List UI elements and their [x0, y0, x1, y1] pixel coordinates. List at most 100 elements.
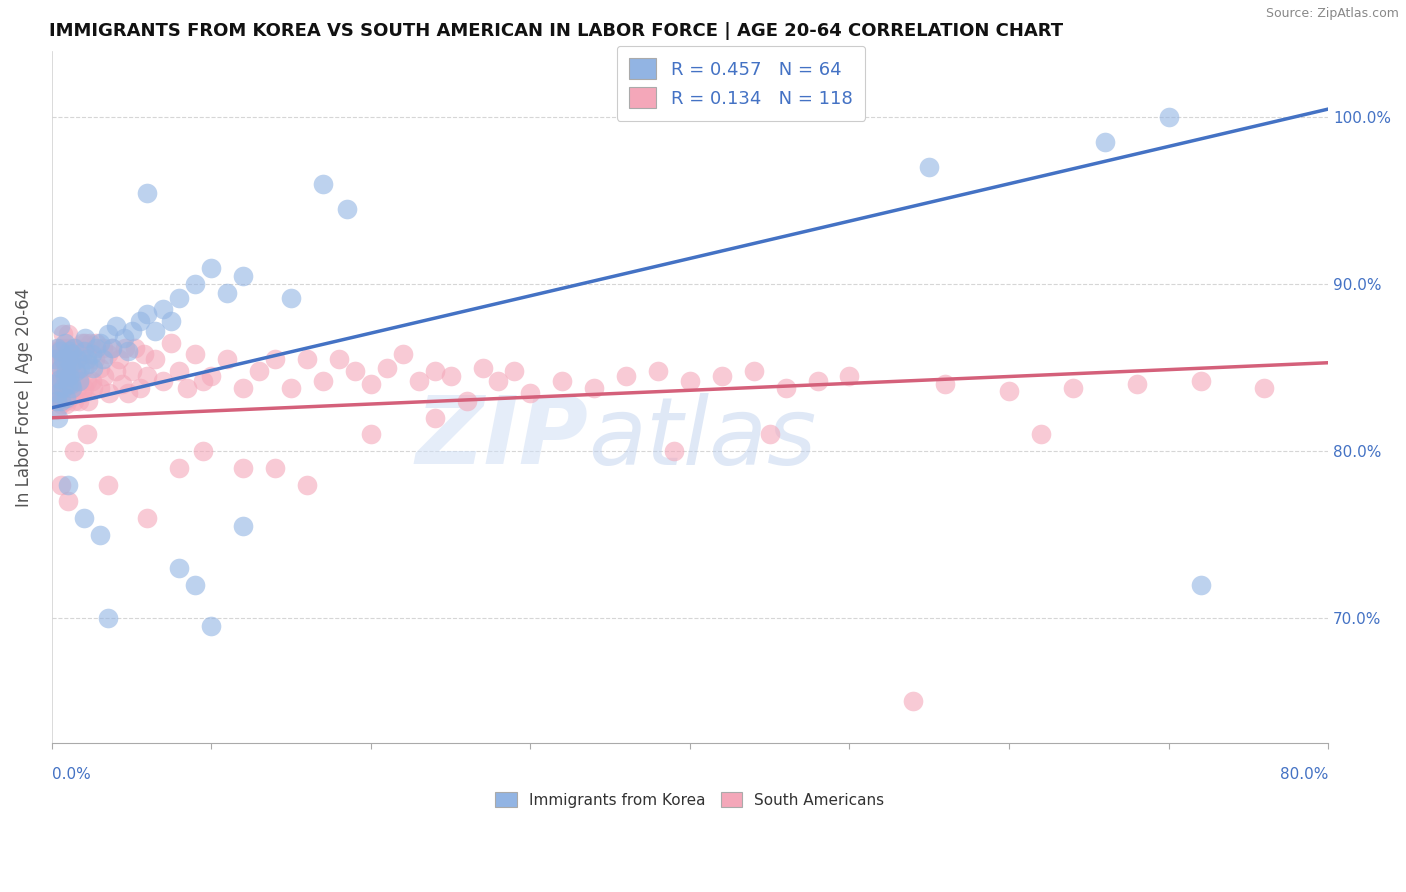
- Point: [176, 381, 198, 395]
- Point: [70, 335, 93, 350]
- Point: [80, 374, 103, 388]
- Text: atlas: atlas: [588, 393, 815, 484]
- Point: [56, 352, 79, 367]
- Point: [86, 341, 108, 355]
- Point: [160, 314, 183, 328]
- Point: [65, 364, 87, 378]
- Point: [86, 335, 108, 350]
- Point: [44, 352, 66, 367]
- Point: [83, 352, 105, 367]
- Point: [128, 314, 150, 328]
- Point: [232, 381, 254, 395]
- Point: [75, 331, 97, 345]
- Point: [42, 377, 65, 392]
- Point: [519, 385, 541, 400]
- Point: [45, 374, 67, 388]
- Point: [67, 374, 90, 388]
- Point: [58, 369, 80, 384]
- Point: [471, 360, 494, 375]
- Point: [98, 385, 121, 400]
- Point: [63, 394, 86, 409]
- Point: [112, 331, 135, 345]
- Point: [59, 364, 82, 378]
- Point: [62, 352, 84, 367]
- Point: [76, 352, 98, 367]
- Point: [48, 391, 70, 405]
- Point: [343, 364, 366, 378]
- Point: [124, 341, 146, 355]
- Point: [280, 291, 302, 305]
- Point: [217, 285, 239, 300]
- Point: [375, 360, 398, 375]
- Point: [117, 385, 139, 400]
- Point: [76, 427, 98, 442]
- Point: [193, 374, 215, 388]
- Point: [70, 385, 93, 400]
- Point: [91, 352, 114, 367]
- Point: [56, 327, 79, 342]
- Point: [152, 302, 174, 317]
- Point: [51, 341, 73, 355]
- Point: [42, 385, 65, 400]
- Point: [145, 324, 167, 338]
- Point: [62, 347, 84, 361]
- Point: [76, 374, 98, 388]
- Point: [69, 360, 91, 375]
- Point: [56, 352, 79, 367]
- Point: [107, 352, 129, 367]
- Point: [336, 202, 359, 217]
- Point: [456, 394, 478, 409]
- Point: [59, 385, 82, 400]
- Point: [614, 369, 637, 384]
- Point: [200, 369, 222, 384]
- Point: [63, 444, 86, 458]
- Point: [104, 364, 127, 378]
- Point: [97, 611, 120, 625]
- Point: [58, 391, 80, 405]
- Point: [53, 369, 76, 384]
- Text: 0.0%: 0.0%: [52, 767, 90, 782]
- Point: [423, 410, 446, 425]
- Point: [145, 352, 167, 367]
- Point: [647, 364, 669, 378]
- Y-axis label: In Labor Force | Age 20-64: In Labor Force | Age 20-64: [15, 287, 32, 507]
- Point: [934, 377, 956, 392]
- Point: [806, 374, 828, 388]
- Point: [53, 341, 76, 355]
- Point: [136, 511, 159, 525]
- Point: [67, 394, 90, 409]
- Point: [89, 527, 111, 541]
- Point: [45, 341, 67, 355]
- Point: [152, 374, 174, 388]
- Point: [193, 444, 215, 458]
- Point: [58, 344, 80, 359]
- Point: [75, 335, 97, 350]
- Point: [1029, 427, 1052, 442]
- Point: [76, 347, 98, 361]
- Point: [65, 364, 87, 378]
- Point: [55, 374, 77, 388]
- Point: [998, 384, 1021, 398]
- Point: [45, 394, 67, 409]
- Point: [101, 341, 124, 355]
- Point: [360, 427, 382, 442]
- Point: [51, 360, 73, 375]
- Point: [551, 374, 574, 388]
- Point: [48, 377, 70, 392]
- Point: [56, 494, 79, 508]
- Point: [232, 268, 254, 283]
- Point: [838, 369, 860, 384]
- Point: [200, 260, 222, 275]
- Point: [79, 335, 101, 350]
- Point: [1189, 374, 1212, 388]
- Point: [903, 694, 925, 708]
- Point: [280, 381, 302, 395]
- Point: [128, 381, 150, 395]
- Point: [312, 177, 335, 191]
- Point: [184, 277, 207, 292]
- Point: [121, 324, 143, 338]
- Point: [56, 377, 79, 392]
- Point: [52, 327, 75, 342]
- Point: [48, 372, 70, 386]
- Point: [295, 477, 318, 491]
